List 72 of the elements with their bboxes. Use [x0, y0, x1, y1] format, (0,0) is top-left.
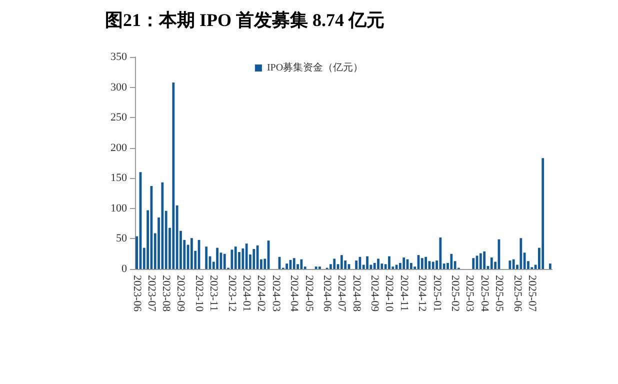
bar [472, 258, 475, 269]
x-tick-label: 2024-05 [302, 275, 315, 312]
y-tick-label: 150 [110, 172, 128, 184]
x-tick-label: 2025-05 [492, 275, 505, 312]
bar [234, 246, 237, 269]
x-tick-label: 2023-11 [208, 275, 220, 312]
bar [355, 260, 358, 269]
bar [333, 258, 336, 269]
bar [432, 262, 434, 269]
x-tick-label: 2023-09 [174, 275, 187, 312]
x-tick-label: 2023-08 [160, 275, 172, 312]
chart-title: 图21：本期 IPO 首发募集 8.74 亿元 [105, 10, 385, 30]
bar [300, 259, 303, 269]
y-tick-label: 300 [110, 81, 128, 94]
legend-label: IPO募集资金（亿元） [266, 62, 364, 74]
bar [190, 238, 193, 269]
bar [172, 82, 175, 269]
bar [508, 260, 512, 269]
x-tick-label: 2024-08 [350, 275, 362, 312]
x-tick-label: 2024-03 [270, 275, 282, 312]
bar [402, 257, 406, 269]
y-tick-label: 0 [122, 263, 128, 275]
bar [216, 248, 219, 269]
bar [542, 158, 544, 269]
x-tick-label: 2024-06 [321, 275, 334, 312]
bar [373, 262, 376, 269]
x-tick-label: 2025-02 [449, 275, 462, 312]
bar [377, 258, 380, 269]
bar [420, 258, 424, 269]
x-tick-label: 2024-04 [288, 275, 300, 312]
bar [439, 238, 442, 269]
bar [479, 253, 482, 269]
x-tick-label: 2024-01 [240, 275, 253, 312]
bar [252, 249, 256, 269]
x-tick-label: 2025-01 [430, 275, 443, 312]
y-tick-label: 200 [110, 142, 128, 154]
y-tick-label: 350 [110, 51, 128, 63]
bar [548, 264, 552, 269]
x-tick-label: 2025-06 [511, 275, 524, 312]
bar [223, 254, 226, 269]
bar [450, 254, 453, 269]
x-tick-label: 2025-04 [478, 275, 490, 312]
bar [161, 182, 164, 269]
x-tick-label: 2025-03 [464, 275, 476, 312]
bar [245, 244, 248, 269]
x-tick-label: 2023-07 [145, 275, 158, 312]
bar [205, 246, 208, 269]
x-tick-label: 2023-06 [130, 275, 143, 312]
bar [286, 264, 288, 269]
bar [512, 259, 515, 269]
bar [424, 256, 428, 269]
bar [490, 257, 493, 269]
bar [410, 262, 412, 269]
y-tick-label: 100 [110, 202, 128, 214]
bar [388, 256, 390, 269]
x-tick-label: 2024-10 [383, 275, 396, 312]
x-tick-label: 2025-07 [526, 275, 538, 312]
bar [483, 251, 486, 269]
x-tick-label: 2024-09 [368, 275, 381, 312]
bar [292, 258, 296, 269]
x-tick-label: 2023-12 [226, 275, 238, 312]
x-tick-label: 2024-12 [416, 275, 428, 312]
x-tick-label: 2023-10 [193, 275, 206, 312]
bar [366, 256, 368, 269]
bar [340, 255, 343, 269]
y-tick-label: 50 [116, 232, 128, 245]
x-tick-label: 2024-11 [398, 275, 410, 312]
x-tick-label: 2024-02 [255, 275, 268, 312]
x-tick-label: 2024-07 [336, 275, 348, 312]
bar [520, 238, 522, 269]
y-tick-label: 250 [110, 112, 128, 124]
bar [230, 250, 234, 269]
